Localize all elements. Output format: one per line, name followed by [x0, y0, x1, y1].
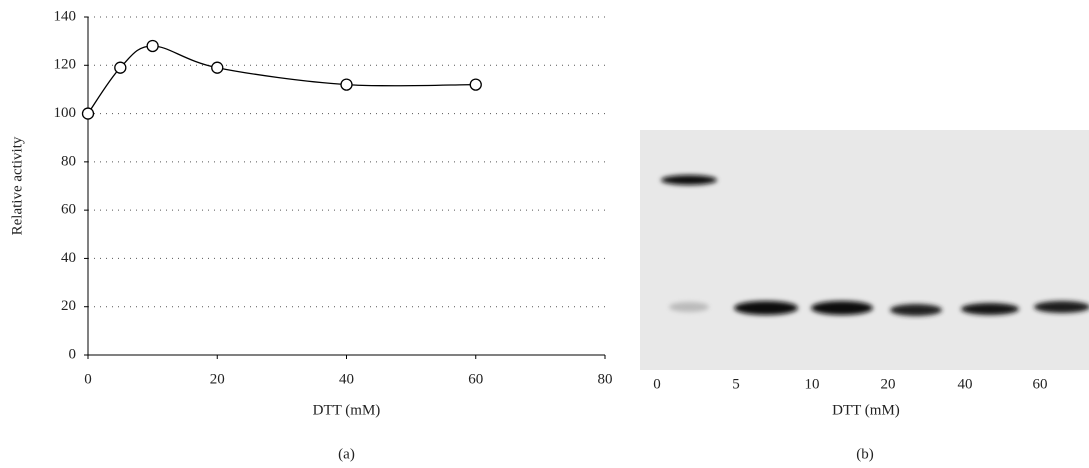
- data-point: [211, 61, 224, 74]
- gel-background: [640, 130, 1089, 370]
- x-tick-label: 80: [598, 371, 613, 387]
- data-point: [469, 78, 482, 91]
- y-tick-label: 100: [54, 105, 77, 121]
- x-axis-label: DTT (mM): [832, 402, 900, 418]
- y-tick-label: 0: [69, 346, 77, 362]
- panel-label: (b): [856, 446, 874, 462]
- gel-band: [1034, 301, 1089, 313]
- lane-label: 0: [653, 376, 661, 392]
- gel-band: [890, 304, 942, 316]
- gel-image: [640, 130, 1089, 370]
- x-tick-label: 0: [84, 371, 92, 387]
- lane-label: 20: [881, 376, 896, 392]
- data-point: [146, 39, 159, 53]
- gel-band: [734, 301, 798, 315]
- y-tick-label: 140: [54, 8, 77, 24]
- data-point: [340, 78, 353, 91]
- y-tick-label: 80: [61, 153, 76, 169]
- x-tick-label: 60: [468, 371, 483, 387]
- panel-label: (a): [338, 446, 355, 462]
- gel-band: [811, 301, 873, 315]
- lane-label: 10: [805, 376, 820, 392]
- lane-label: 60: [1033, 376, 1048, 392]
- y-tick-label: 20: [61, 298, 76, 314]
- x-tick-label: 40: [339, 371, 354, 387]
- lane-label: 40: [958, 376, 973, 392]
- x-axis-label: DTT (mM): [313, 402, 381, 418]
- y-tick-label: 40: [61, 250, 76, 266]
- y-tick-label: 120: [54, 57, 77, 73]
- data-line: [87, 45, 476, 114]
- y-tick-label: 60: [61, 202, 76, 218]
- x-tick-label: 20: [210, 371, 225, 387]
- gel-band: [661, 175, 717, 185]
- y-axis-label: Relative activity: [9, 136, 25, 235]
- gel-band: [961, 303, 1019, 315]
- lane-label: 5: [732, 376, 740, 392]
- gel-band: [669, 302, 709, 312]
- data-point: [114, 61, 127, 74]
- data-point: [81, 107, 95, 120]
